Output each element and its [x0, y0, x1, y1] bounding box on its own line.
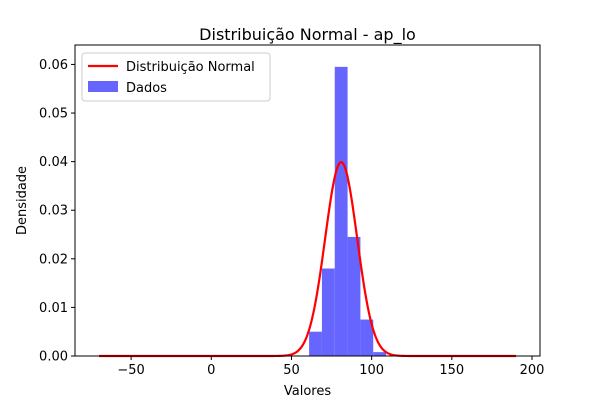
- x-axis-ticks: −50 0 50 100 150 200: [117, 356, 544, 378]
- x-tick-label: 200: [520, 363, 545, 378]
- y-tick-label: 0.06: [39, 58, 68, 73]
- legend-histogram-label: Dados: [126, 81, 167, 96]
- y-axis-ticks: 0.00 0.01 0.02 0.03 0.04 0.05 0.06: [39, 58, 75, 365]
- x-tick-label: 0: [207, 363, 215, 378]
- x-tick-label: 100: [359, 363, 384, 378]
- histogram-bar: [321, 268, 335, 356]
- y-tick-label: 0.04: [39, 155, 68, 170]
- chart-title: Distribuição Normal - ap_lo: [199, 25, 416, 45]
- x-tick-label: −50: [117, 363, 144, 378]
- histogram-bar: [334, 66, 348, 356]
- legend-curve-label: Distribuição Normal: [126, 60, 255, 75]
- axes-frame: [74, 44, 541, 357]
- histogram-bar: [373, 352, 387, 356]
- histogram-bar: [347, 236, 361, 356]
- histogram-bar: [309, 331, 322, 356]
- y-tick-label: 0.00: [39, 350, 68, 365]
- y-axis-label: Densidade: [15, 166, 30, 235]
- x-axis-label: Valores: [284, 384, 331, 399]
- histogram-bar: [360, 319, 374, 356]
- y-tick-label: 0.03: [39, 204, 68, 219]
- y-tick-label: 0.02: [39, 252, 68, 267]
- y-tick-label: 0.01: [39, 301, 68, 316]
- x-tick-label: 150: [439, 363, 464, 378]
- histogram-bars: [309, 66, 387, 356]
- x-tick-label: 50: [283, 363, 300, 378]
- legend: Distribuição Normal Dados: [81, 52, 271, 102]
- legend-histogram-swatch: [88, 81, 118, 92]
- legend-box: [81, 52, 271, 102]
- y-tick-label: 0.05: [39, 107, 68, 122]
